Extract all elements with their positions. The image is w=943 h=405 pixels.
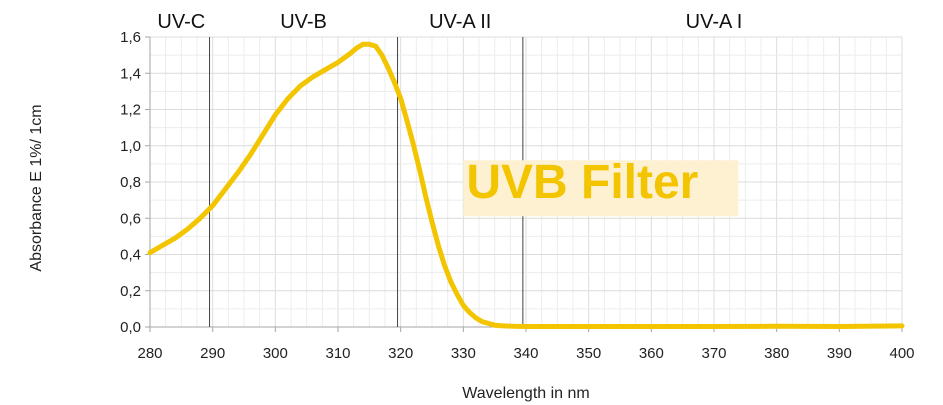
y-tick-label: 1,2 [120,102,141,119]
x-tick-label: 370 [701,345,726,362]
x-tick-label: 350 [576,345,601,362]
annotation: UVB Filter [463,156,739,217]
series [147,41,905,329]
x-tick-label: 390 [827,345,852,362]
region-label: UV-B [280,11,327,33]
annotation-box [463,160,739,217]
x-tick-label: 400 [889,345,914,362]
annotation-text: UVB Filter [466,156,698,209]
x-tick-label: 360 [639,345,664,362]
y-tick-label: 1,6 [120,29,141,46]
region-label: UV-A II [429,11,491,33]
x-tick-label: 300 [263,345,288,362]
region-label: UV-A I [686,11,743,33]
y-tick-label: 1,4 [120,65,141,82]
axes: 0,0 0,2 0,4 0,6 0,8 1,0 1,2 1,4 1,6 280 290 300 310 3… [120,29,914,362]
y-tick-label: 1,0 [120,138,141,155]
y-tick-label: 0,4 [120,247,141,264]
x-axis-title: Wavelength in nm [462,385,589,402]
y-tick-label: 0,0 [120,319,141,336]
y-axis-title: Absorbance E 1%/ 1cm [28,104,45,271]
y-tick-label: 0,6 [120,210,141,227]
x-tick-label: 290 [200,345,225,362]
y-tick-label: 0,2 [120,283,141,300]
y-tick-label: 0,8 [120,174,141,191]
x-tick-label: 320 [388,345,413,362]
labels: UV-C UV-B UV-A II UV-A I [157,11,742,33]
grid [149,36,903,328]
x-tick-label: 280 [137,345,162,362]
x-tick-label: 340 [513,345,538,362]
x-tick-label: 380 [764,345,789,362]
region-label: UV-C [157,11,205,33]
series-line [147,41,905,329]
x-tick-label: 330 [451,345,476,362]
x-tick-label: 310 [325,345,350,362]
